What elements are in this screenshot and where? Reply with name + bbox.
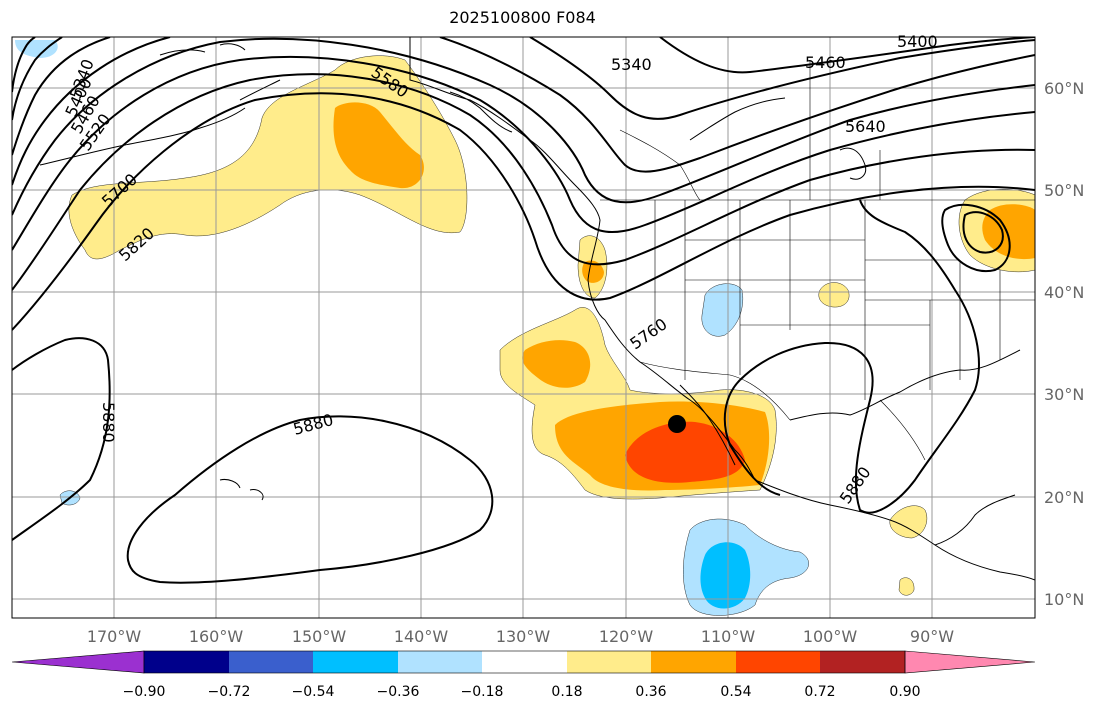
latitude-labels: 60°N 50°N 40°N 30°N 20°N 10°N — [1044, 79, 1084, 609]
lon-label: 140°W — [394, 627, 449, 646]
shade-yellow-small — [898, 577, 915, 596]
colorbar-extend-left — [11, 650, 145, 674]
map-frame — [11, 36, 1036, 619]
colorbar-segment — [144, 651, 229, 673]
colorbar-tick: −0.54 — [292, 684, 335, 700]
shade-orange-gulf-alaska — [333, 102, 424, 189]
colorbar-segment — [567, 651, 651, 673]
lon-label: 100°W — [803, 627, 858, 646]
colorbar-tick: −0.36 — [377, 684, 420, 700]
contour-label: 5400 — [897, 32, 938, 51]
contour-label: 5460 — [805, 53, 846, 72]
storm-center-dot — [668, 415, 686, 433]
map-title: 2025100800 F084 — [449, 8, 596, 27]
lon-label: 120°W — [599, 627, 654, 646]
colorbar-segment — [820, 651, 905, 673]
colorbar-segment — [651, 651, 736, 673]
colorbar-tick: 0.18 — [551, 684, 582, 700]
lat-label: 10°N — [1044, 590, 1084, 609]
shade-blue-tropics — [700, 542, 751, 609]
shade-red-baja — [625, 421, 745, 483]
lon-label: 150°W — [292, 627, 347, 646]
height-contours — [12, 37, 1035, 584]
lat-label: 60°N — [1044, 79, 1084, 98]
colorbar-tick: −0.72 — [208, 684, 251, 700]
colorbar-extend-right — [904, 650, 1036, 674]
colorbar-segment — [398, 651, 482, 673]
contour-label: 5640 — [845, 117, 886, 136]
shade-orange-greatlakes — [982, 204, 1035, 260]
colorbar-segment — [313, 651, 398, 673]
colorbar-frame — [143, 650, 906, 674]
colorbar-tick: −0.90 — [123, 684, 166, 700]
colorbar-tick: 0.90 — [889, 684, 920, 700]
colorbar-tick: 0.36 — [635, 684, 666, 700]
lat-label: 20°N — [1044, 488, 1084, 507]
colorbar-segment — [229, 651, 313, 673]
lat-label: 30°N — [1044, 385, 1084, 404]
lat-label: 50°N — [1044, 181, 1084, 200]
lat-label: 40°N — [1044, 283, 1084, 302]
lon-label: 90°W — [910, 627, 954, 646]
shade-yellow-plains — [818, 282, 850, 308]
contour-label: 5340 — [611, 55, 652, 74]
longitude-labels: 170°W 160°W 150°W 140°W 130°W 120°W 110°… — [87, 627, 954, 646]
colorbar-tick: 0.72 — [804, 684, 835, 700]
colorbar-tick: 0.54 — [720, 684, 751, 700]
colorbar-segment — [482, 651, 567, 673]
lon-label: 170°W — [87, 627, 142, 646]
shade-lightblue-nw — [15, 40, 58, 58]
colorbar-segment — [736, 651, 820, 673]
gridlines — [12, 37, 1035, 618]
contour-label: 5880 — [99, 402, 118, 443]
shade-orange-socal — [522, 340, 591, 388]
colorbar-tick: −0.18 — [461, 684, 504, 700]
colorbar: −0.90 −0.72 −0.54 −0.36 −0.18 0.18 0.36 … — [11, 650, 1036, 700]
shade-orange-oregon — [582, 260, 604, 283]
lon-label: 160°W — [189, 627, 244, 646]
lon-label: 110°W — [701, 627, 756, 646]
shading-layer — [15, 40, 1035, 616]
shade-yellow-centralam — [889, 505, 928, 539]
shade-lightblue-utah — [701, 283, 743, 337]
lon-label: 130°W — [496, 627, 551, 646]
